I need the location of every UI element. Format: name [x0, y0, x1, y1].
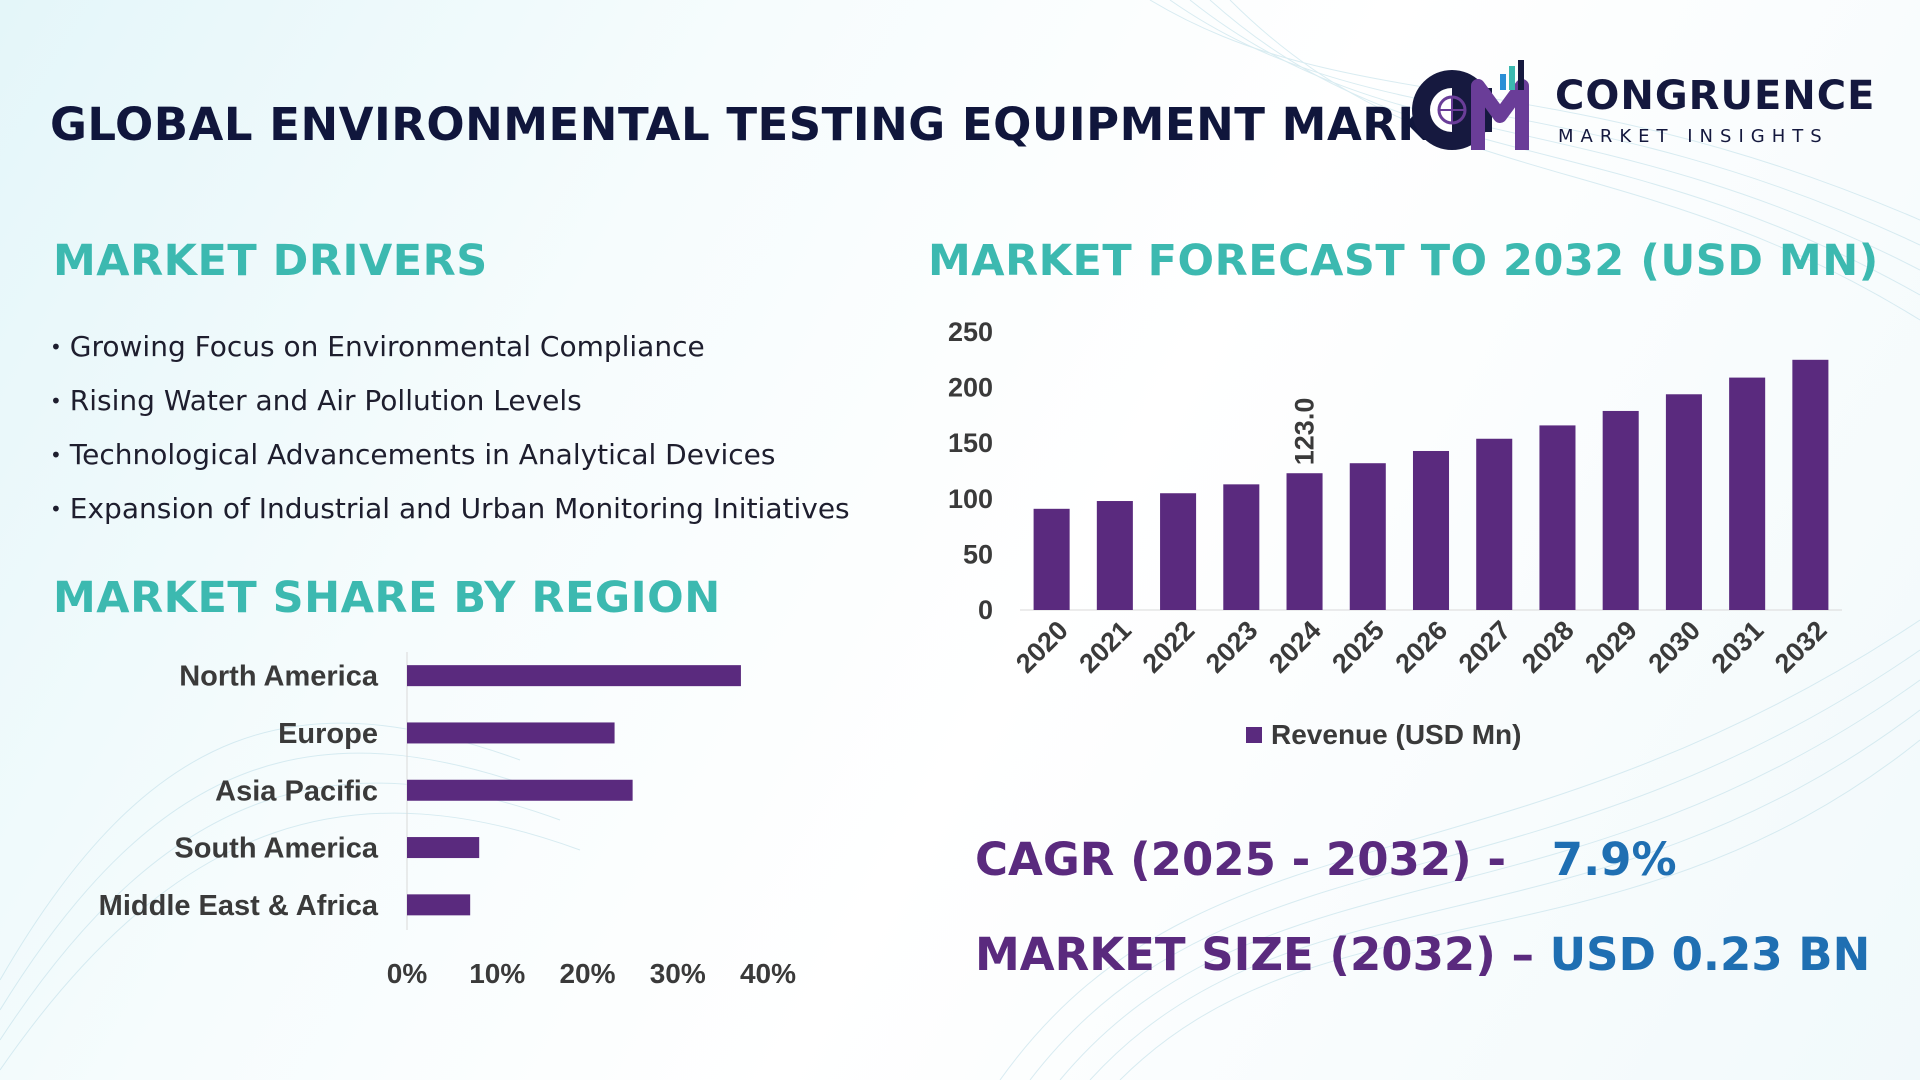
region-bar — [407, 722, 615, 744]
logo-name: CONGRUENCE — [1555, 73, 1876, 119]
region-category-label: Asia Pacific — [215, 775, 378, 807]
forecast-x-tick-label: 2022 — [1137, 615, 1201, 679]
forecast-bar — [1096, 501, 1133, 610]
driver-item-text: Expansion of Industrial and Urban Monito… — [69, 492, 850, 525]
region-category-label: Europe — [278, 718, 378, 750]
forecast-title: MARKET FORECAST TO 2032 (USD MN) — [928, 236, 1879, 286]
forecast-x-tick-label: 2023 — [1200, 615, 1264, 679]
forecast-bar — [1160, 493, 1197, 610]
forecast-legend-swatch — [1246, 727, 1262, 743]
forecast-x-tick-label: 2025 — [1326, 615, 1390, 679]
forecast-x-tick-label: 2024 — [1263, 615, 1327, 679]
forecast-x-tick-label: 2031 — [1706, 615, 1770, 679]
forecast-bar — [1033, 508, 1070, 610]
region-x-tick-label: 30% — [650, 958, 706, 989]
region-category-label: North America — [179, 661, 379, 693]
logo-subtitle: MARKET INSIGHTS — [1558, 126, 1829, 147]
main-title: GLOBAL ENVIRONMENTAL TESTING EQUIPMENT M… — [50, 98, 1496, 151]
forecast-bar — [1729, 377, 1766, 610]
forecast-x-tick-label: 2030 — [1642, 615, 1706, 679]
driver-item: • Growing Focus on Environmental Complian… — [50, 330, 705, 363]
market-size-value: USD 0.23 BN — [1549, 928, 1871, 981]
region-category-label: South America — [174, 833, 378, 865]
region-category-label: Middle East & Africa — [99, 890, 379, 922]
driver-item-text: Growing Focus on Environmental Complianc… — [69, 330, 705, 363]
driver-item: • Technological Advancements in Analytica… — [50, 438, 776, 471]
drivers-title: MARKET DRIVERS — [53, 236, 488, 286]
market-size-row: MARKET SIZE (2032) – USD 0.23 BN — [975, 928, 1870, 981]
forecast-x-tick-label: 2021 — [1073, 615, 1137, 679]
region-x-tick-label: 10% — [469, 958, 525, 989]
forecast-y-tick-label: 150 — [948, 428, 993, 458]
drivers-list: • Growing Focus on Environmental Complian… — [50, 320, 850, 536]
forecast-y-tick-label: 250 — [948, 317, 993, 347]
forecast-bar — [1412, 450, 1450, 610]
cagr-row: CAGR (2025 - 2032) - 7.9% — [975, 833, 1677, 886]
driver-item: • Expansion of Industrial and Urban Monit… — [50, 492, 850, 525]
driver-item-text: Rising Water and Air Pollution Levels — [69, 384, 582, 417]
region-x-tick-label: 40% — [740, 958, 796, 989]
forecast-y-tick-label: 0 — [978, 595, 993, 625]
forecast-bar — [1539, 425, 1576, 610]
forecast-bar — [1223, 484, 1260, 610]
cagr-label: CAGR (2025 - 2032) - — [975, 833, 1507, 886]
forecast-y-tick-label: 100 — [948, 484, 993, 514]
driver-item-text: Technological Advancements in Analytical… — [69, 438, 776, 471]
region-bar — [407, 665, 741, 687]
forecast-data-label: 123.0 — [1290, 398, 1320, 466]
region-x-tick-label: 0% — [387, 958, 428, 989]
forecast-y-tick-label: 50 — [963, 539, 993, 569]
forecast-x-tick-label: 2028 — [1516, 615, 1580, 679]
cm-logo-icon — [1412, 60, 1529, 150]
forecast-bar — [1792, 359, 1829, 610]
market-size-label: MARKET SIZE (2032) – — [975, 928, 1534, 981]
forecast-x-tick-label: 2032 — [1769, 615, 1833, 679]
region-x-tick-label: 20% — [559, 958, 615, 989]
cagr-value: 7.9% — [1551, 833, 1677, 886]
forecast-bar — [1349, 463, 1386, 610]
forecast-x-tick-label: 2029 — [1579, 615, 1643, 679]
forecast-bar — [1476, 438, 1513, 610]
company-logo: CONGRUENCE MARKET INSIGHTS — [1400, 58, 1874, 158]
forecast-bar — [1602, 410, 1639, 610]
forecast-y-tick-label: 200 — [948, 373, 993, 403]
region-bar — [407, 837, 480, 859]
driver-item: • Rising Water and Air Pollution Levels — [50, 384, 582, 417]
forecast-x-tick-label: 2020 — [1010, 615, 1074, 679]
forecast-x-tick-label: 2027 — [1453, 615, 1517, 679]
forecast-x-tick-label: 2026 — [1390, 615, 1454, 679]
forecast-bar — [1665, 394, 1702, 610]
region-share-title: MARKET SHARE BY REGION — [53, 573, 721, 623]
region-bar — [407, 779, 633, 801]
region-bar — [407, 894, 471, 916]
forecast-legend-label: Revenue (USD Mn) — [1271, 719, 1521, 750]
forecast-bar — [1286, 473, 1323, 610]
